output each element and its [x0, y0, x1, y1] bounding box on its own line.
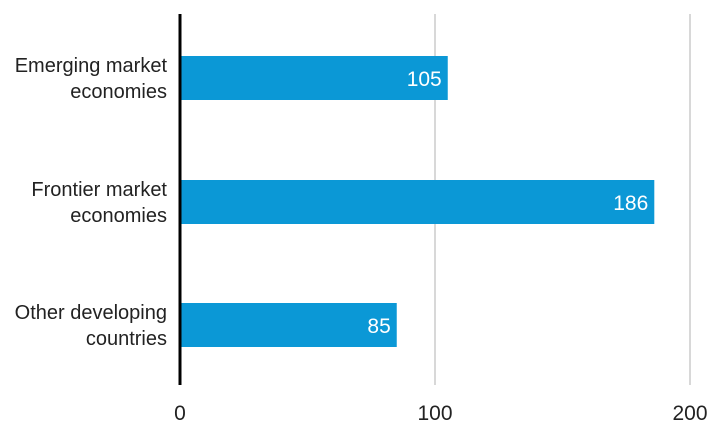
x-tick-label-0: 0 — [174, 402, 186, 421]
bar-1 — [180, 180, 655, 224]
category-label-1: Frontier market economies — [31, 179, 167, 227]
bar-value-label-0: 105 — [407, 68, 442, 91]
bar-value-label-2: 85 — [367, 315, 390, 338]
category-labels: Emerging market economies Frontier market e… — [15, 55, 168, 350]
bar-0 — [180, 56, 448, 100]
bar-2 — [180, 303, 397, 347]
x-axis-tick-labels: 0 100 200 — [174, 402, 707, 425]
category-label-2: Other developing countries — [15, 302, 167, 350]
x-tick-label-100: 100 — [417, 402, 452, 421]
bars: 105 186 85 — [180, 56, 655, 347]
bar-value-label-1: 186 — [613, 192, 648, 215]
category-label-0: Emerging market economies — [15, 55, 168, 103]
x-tick-label-200: 200 — [672, 402, 707, 421]
